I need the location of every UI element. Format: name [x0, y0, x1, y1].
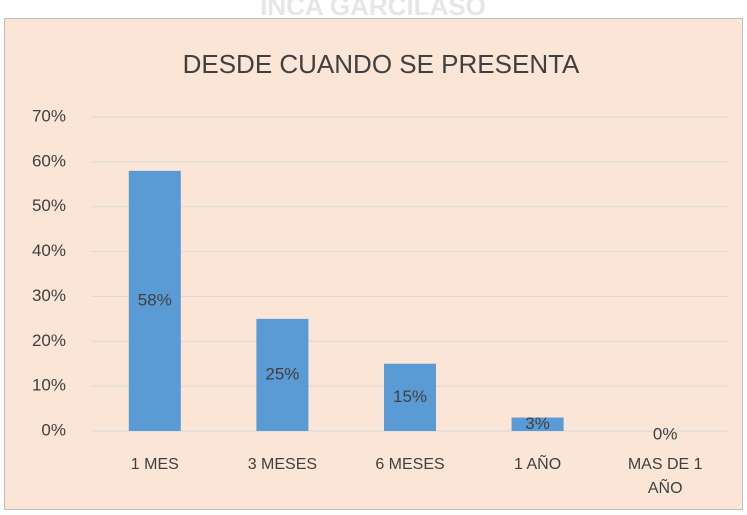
- x-tick-label: 3 MESES: [247, 456, 318, 473]
- x-tick-label: 1 MES: [130, 456, 179, 473]
- watermark: INCA GARCILASO: [260, 0, 486, 21]
- bar: [256, 318, 309, 431]
- y-tick-label: 50%: [32, 196, 66, 215]
- x-tick-label: 1 AÑO: [514, 456, 562, 473]
- data-label: 25%: [265, 364, 299, 383]
- y-tick-label: 20%: [32, 331, 66, 350]
- bar: [511, 417, 564, 431]
- y-tick-label: 10%: [32, 376, 66, 395]
- y-tick-label: 30%: [32, 286, 66, 305]
- data-label: 3%: [525, 414, 550, 433]
- chart-frame: [4, 18, 743, 510]
- x-tick-label: 6 MESES: [375, 456, 445, 473]
- bar: [384, 363, 436, 431]
- y-tick-label: 40%: [32, 241, 66, 260]
- data-label: 58%: [138, 290, 172, 309]
- data-label: 0%: [653, 424, 678, 443]
- chart-title: DESDE CUANDO SE PRESENTA: [183, 49, 580, 79]
- y-tick-label: 60%: [32, 151, 66, 170]
- y-tick-label: 0%: [41, 420, 66, 439]
- y-tick-label: 70%: [32, 106, 66, 125]
- x-tick-label: MAS DE 1 AÑO: [627, 456, 703, 497]
- bar: [128, 170, 181, 432]
- data-label: 15%: [393, 387, 427, 406]
